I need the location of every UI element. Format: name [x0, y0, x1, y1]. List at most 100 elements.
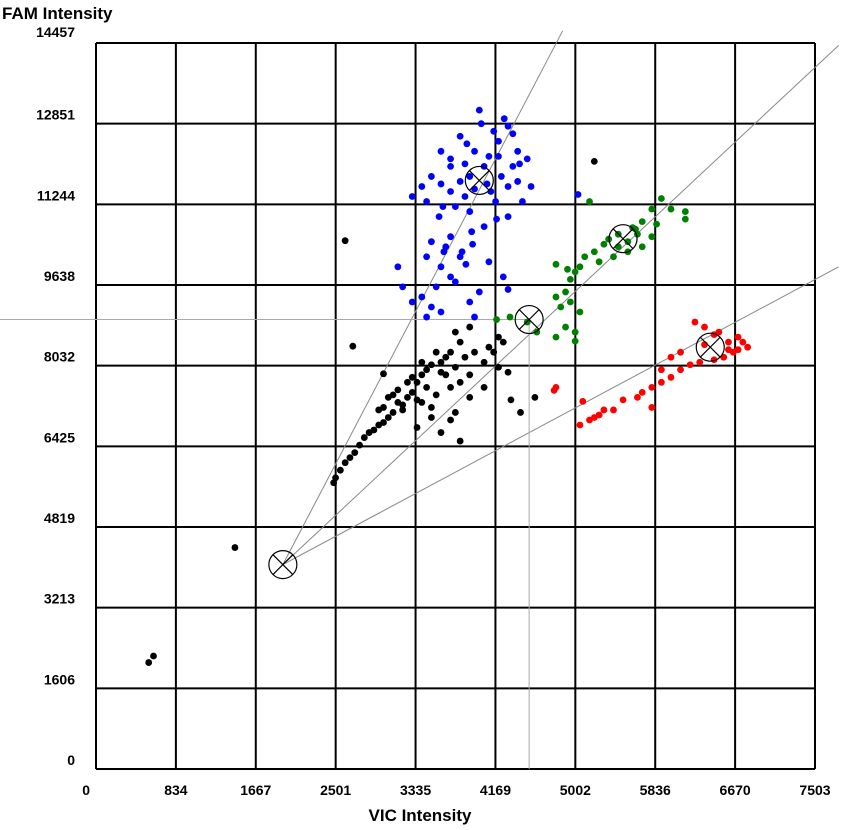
x-tick-label: 2501 — [320, 782, 351, 798]
chart-grid — [95, 42, 816, 770]
data-point-black — [145, 659, 153, 666]
data-point-blue — [499, 273, 507, 281]
data-point-green — [562, 288, 569, 296]
x-tick-label: 5836 — [640, 782, 671, 798]
y-tick-label: 14457 — [36, 24, 75, 40]
data-point-black — [447, 348, 454, 356]
centroid-cross — [518, 309, 540, 330]
data-point-red — [667, 353, 675, 361]
data-point-blue — [447, 155, 454, 163]
data-point-black — [531, 393, 539, 401]
data-point-blue — [493, 215, 500, 223]
y-tick-label: 4819 — [44, 510, 75, 526]
data-point-blue — [432, 283, 440, 291]
data-point-green — [552, 260, 560, 268]
data-point-red — [701, 341, 708, 349]
data-point-red — [686, 361, 694, 369]
x-tick-label: 0 — [82, 782, 90, 798]
data-point-black — [351, 449, 359, 457]
data-point-black — [507, 396, 515, 404]
data-point-blue — [427, 303, 435, 311]
data-point-blue — [471, 147, 478, 155]
data-point-black — [423, 383, 431, 391]
data-point-red — [696, 358, 704, 366]
centroid-marker — [608, 224, 638, 254]
centroid-marker — [268, 550, 298, 580]
y-tick-label: 1606 — [44, 671, 75, 687]
data-point-red — [677, 366, 684, 374]
data-point-blue — [469, 240, 477, 248]
data-point-black — [480, 358, 488, 366]
data-point-blue — [468, 228, 476, 236]
data-point-blue — [399, 283, 407, 291]
data-point-black — [336, 466, 344, 474]
data-point-black — [447, 383, 454, 391]
data-point-green — [566, 275, 574, 283]
data-point-green — [600, 240, 608, 248]
data-point-green — [571, 337, 579, 345]
data-point-green — [667, 205, 675, 213]
data-point-black — [346, 454, 354, 462]
data-point-blue — [527, 183, 535, 190]
y-tick-label: 9638 — [44, 268, 75, 284]
data-point-blue — [523, 155, 531, 163]
data-point-black — [495, 363, 502, 371]
data-point-black — [399, 401, 407, 409]
x-tick-label: 834 — [164, 782, 188, 798]
data-point-green — [648, 233, 656, 241]
data-point-black — [432, 348, 440, 356]
data-point-blue — [466, 208, 474, 215]
data-point-blue — [439, 203, 447, 210]
data-point-blue — [435, 213, 443, 221]
data-point-red — [677, 348, 684, 356]
x-tick-label: 6670 — [720, 782, 751, 798]
data-point-black — [517, 409, 524, 416]
data-point-red — [600, 406, 608, 414]
data-point-red — [657, 378, 665, 386]
data-point-green — [595, 258, 603, 266]
data-point-black — [150, 652, 157, 660]
centroid-circle — [268, 550, 298, 580]
data-point-blue — [514, 147, 522, 155]
data-point-blue — [490, 127, 498, 135]
centroid-cross — [469, 170, 490, 191]
data-point-blue — [477, 120, 485, 128]
data-point-blue — [516, 160, 523, 168]
data-point-green — [493, 316, 500, 323]
data-point-blue — [440, 248, 448, 256]
data-point-black — [413, 424, 421, 431]
data-points — [145, 106, 752, 666]
data-point-black — [451, 328, 459, 336]
data-point-green — [586, 198, 593, 205]
data-point-black — [365, 429, 373, 436]
data-point-black — [384, 414, 392, 421]
data-point-green — [552, 333, 560, 341]
data-point-black — [466, 323, 474, 331]
x-tick-labels: 0 834 1667 2501 3335 4169 5002 5836 6670 7503 — [82, 782, 831, 798]
data-point-blue — [456, 132, 464, 140]
data-point-black — [490, 348, 498, 356]
data-point-blue — [475, 106, 483, 114]
data-point-red — [638, 388, 646, 396]
x-tick-label: 5002 — [560, 782, 591, 798]
data-point-red — [619, 396, 627, 404]
data-point-red — [739, 338, 747, 346]
data-point-green — [610, 253, 617, 261]
data-point-black — [375, 421, 383, 429]
data-point-red — [610, 406, 617, 414]
data-point-black — [447, 416, 454, 424]
data-point-red — [691, 318, 699, 326]
data-point-green — [657, 195, 665, 202]
data-point-black — [442, 371, 450, 379]
data-point-blue — [437, 263, 445, 271]
data-point-black — [404, 378, 411, 386]
data-point-black — [495, 333, 502, 341]
data-point-red — [701, 323, 708, 331]
data-point-blue — [519, 198, 526, 205]
data-point-blue — [451, 203, 459, 210]
data-point-red — [648, 404, 656, 411]
centroid-cross — [272, 554, 294, 575]
data-point-black — [499, 338, 507, 346]
data-point-black — [418, 371, 426, 379]
